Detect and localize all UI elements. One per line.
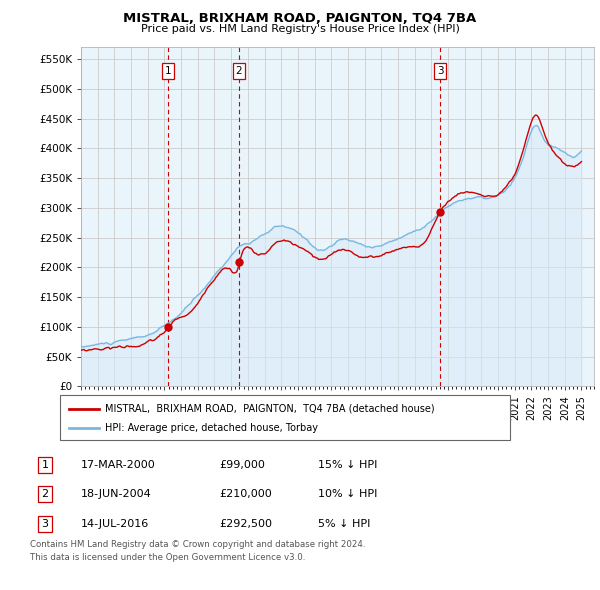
Text: MISTRAL, BRIXHAM ROAD, PAIGNTON, TQ4 7BA: MISTRAL, BRIXHAM ROAD, PAIGNTON, TQ4 7BA <box>124 12 476 25</box>
Text: 1: 1 <box>41 460 49 470</box>
Text: 5% ↓ HPI: 5% ↓ HPI <box>318 519 370 529</box>
Text: £99,000: £99,000 <box>219 460 265 470</box>
Text: 3: 3 <box>41 519 49 529</box>
Text: This data is licensed under the Open Government Licence v3.0.: This data is licensed under the Open Gov… <box>30 553 305 562</box>
Text: 17-MAR-2000: 17-MAR-2000 <box>81 460 156 470</box>
Text: 15% ↓ HPI: 15% ↓ HPI <box>318 460 377 470</box>
Text: Contains HM Land Registry data © Crown copyright and database right 2024.: Contains HM Land Registry data © Crown c… <box>30 540 365 549</box>
Text: 14-JUL-2016: 14-JUL-2016 <box>81 519 149 529</box>
Text: MISTRAL,  BRIXHAM ROAD,  PAIGNTON,  TQ4 7BA (detached house): MISTRAL, BRIXHAM ROAD, PAIGNTON, TQ4 7BA… <box>105 404 434 414</box>
Text: 2: 2 <box>236 66 242 76</box>
Text: £210,000: £210,000 <box>219 489 272 499</box>
Text: Price paid vs. HM Land Registry's House Price Index (HPI): Price paid vs. HM Land Registry's House … <box>140 24 460 34</box>
Text: 10% ↓ HPI: 10% ↓ HPI <box>318 489 377 499</box>
Text: £292,500: £292,500 <box>219 519 272 529</box>
Text: 18-JUN-2004: 18-JUN-2004 <box>81 489 152 499</box>
Text: 1: 1 <box>164 66 171 76</box>
Text: HPI: Average price, detached house, Torbay: HPI: Average price, detached house, Torb… <box>105 424 318 434</box>
Text: 3: 3 <box>437 66 443 76</box>
Text: 2: 2 <box>41 489 49 499</box>
